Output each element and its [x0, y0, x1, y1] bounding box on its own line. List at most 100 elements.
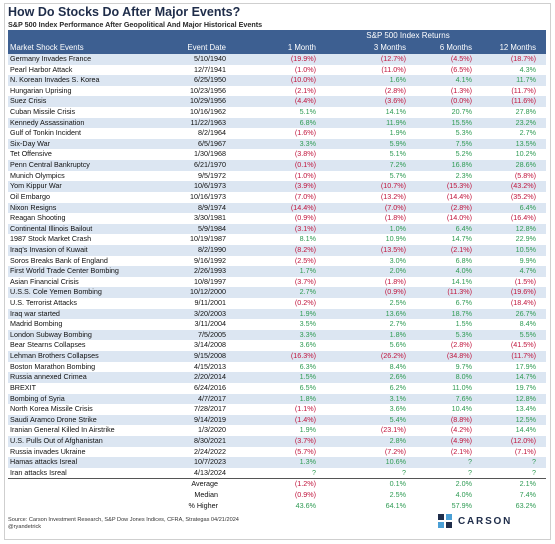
event-cell: Cuban Missile Crisis: [10, 107, 76, 117]
return-1m-cell: (1.4%): [294, 414, 316, 424]
table-row: Bear Stearns Collapses 3/14/2008 3.6% 5.6% (…: [8, 340, 546, 351]
event-cell: Tet Offensive: [10, 149, 52, 159]
date-cell: 9/14/2019: [194, 414, 226, 424]
return-1m-cell: 1.9%: [299, 308, 316, 318]
return-3m-cell: 2.8%: [389, 435, 406, 445]
date-cell: 2/26/1993: [194, 266, 226, 276]
return-3m-cell: 11.9%: [386, 117, 406, 127]
table-row: Bombing of Syria 4/7/2017 1.8% 3.1% 7.6% 12.8…: [8, 393, 546, 405]
return-1m-cell: (19.9%): [290, 54, 316, 63]
return-6m-cell: 5.3%: [455, 329, 472, 339]
event-cell: First World Trade Center Bombing: [10, 266, 119, 276]
return-1m-cell: (1.0%): [294, 170, 316, 180]
return-3m-cell: 8.4%: [389, 361, 406, 371]
return-12m-cell: 4.3%: [519, 64, 536, 74]
return-3m-cell: 3.6%: [389, 404, 406, 414]
table-row: Pearl Harbor Attack 12/7/1941 (1.0%) (11.0%…: [8, 65, 546, 76]
return-3m-cell: ?: [402, 467, 406, 477]
return-1m-cell: (16.3%): [290, 351, 316, 361]
event-cell: Bombing of Syria: [10, 393, 65, 403]
return-3m-cell: 2.5%: [389, 298, 406, 308]
summary-label: Average: [191, 479, 218, 489]
return-6m-cell: 1.5%: [455, 319, 472, 329]
table-row: Suez Crisis 10/29/1956 (4.4%) (3.6%) (0.0%) (…: [8, 96, 546, 108]
date-cell: 6/21/1970: [194, 160, 226, 170]
event-cell: Suez Crisis: [10, 96, 47, 106]
date-cell: 8/2/1990: [198, 244, 226, 254]
date-cell: 10/23/1956: [190, 85, 226, 95]
date-cell: 7/28/2017: [194, 404, 226, 414]
header-6-months: 6 Months: [439, 43, 472, 52]
return-1m-cell: (8.2%): [294, 244, 316, 254]
return-6m-cell: (1.3%): [450, 85, 472, 95]
summary-value-m6: 2.0%: [455, 479, 472, 489]
summary-value-m6: 57.9%: [451, 500, 472, 510]
date-cell: 2/24/2022: [194, 446, 226, 456]
table-row: Madrid Bombing 3/11/2004 3.5% 2.7% 1.5% 8.4%: [8, 319, 546, 330]
return-1m-cell: 6.8%: [299, 117, 316, 127]
return-12m-cell: 10.5%: [515, 244, 536, 254]
return-6m-cell: 7.6%: [455, 393, 472, 403]
date-cell: 6/24/2016: [194, 382, 226, 392]
return-1m-cell: 1.8%: [299, 393, 316, 403]
event-cell: 1987 Stock Market Crash: [10, 234, 92, 244]
return-3m-cell: (7.2%): [384, 446, 406, 456]
date-cell: 12/7/1941: [194, 64, 226, 74]
return-1m-cell: (3.1%): [294, 223, 316, 233]
return-6m-cell: 6.7%: [455, 298, 472, 308]
return-12m-cell: 22.9%: [515, 234, 536, 244]
event-cell: Iranian General Killed In Airstrike: [10, 425, 115, 435]
return-12m-cell: (5.8%): [514, 170, 536, 180]
date-cell: 10/19/1987: [190, 234, 226, 244]
header-group-row: S&P 500 Index Returns: [8, 30, 546, 42]
return-12m-cell: 4.7%: [519, 266, 536, 276]
return-12m-cell: 12.8%: [515, 393, 536, 403]
table-row: U.S. Terrorist Attacks 9/11/2001 (0.2%) 2.5…: [8, 298, 546, 309]
return-3m-cell: (26.2%): [380, 351, 406, 361]
date-cell: 4/7/2017: [198, 393, 226, 403]
return-12m-cell: (18.7%): [510, 54, 536, 63]
return-6m-cell: 4.1%: [455, 75, 472, 85]
return-6m-cell: ?: [468, 457, 472, 467]
header-group-label: S&P 500 Index Returns: [366, 31, 450, 40]
carson-logo: CARSON: [437, 513, 512, 529]
table-row: First World Trade Center Bombing 2/26/199…: [8, 266, 546, 277]
return-12m-cell: 12.5%: [515, 414, 536, 424]
event-cell: Asian Financial Crisis: [10, 276, 79, 286]
return-6m-cell: 5.2%: [455, 149, 472, 159]
return-1m-cell: (0.9%): [294, 213, 316, 223]
summary-value-m1: (1.2%): [294, 479, 316, 489]
date-cell: 5/9/1984: [198, 223, 226, 233]
return-6m-cell: 15.5%: [451, 117, 472, 127]
return-3m-cell: (1.8%): [384, 213, 406, 223]
return-6m-cell: 10.4%: [451, 404, 472, 414]
return-3m-cell: 3.0%: [389, 255, 406, 265]
date-cell: 8/30/2021: [194, 435, 226, 445]
carson-mark-icon: [438, 514, 452, 528]
source-note: Source: Carson Investment Research, S&P …: [8, 517, 239, 523]
return-3m-cell: (13.5%): [380, 244, 406, 254]
return-6m-cell: (14.0%): [446, 213, 472, 223]
return-12m-cell: (18.4%): [510, 298, 536, 308]
event-cell: Iran attacks Isreal: [10, 467, 67, 477]
return-12m-cell: 28.6%: [515, 160, 536, 170]
date-cell: 3/11/2004: [194, 319, 226, 329]
return-6m-cell: (8.8%): [450, 414, 472, 424]
return-12m-cell: 5.5%: [519, 329, 536, 339]
summary-value-m3: 64.1%: [385, 500, 406, 510]
summary-row: % Higher 43.6% 64.1% 57.9% 63.2%: [8, 501, 546, 512]
table-row: Russia invades Ukraine 2/24/2022 (5.7%) (7.…: [8, 447, 546, 458]
return-12m-cell: ?: [532, 467, 536, 477]
return-3m-cell: 1.9%: [389, 128, 406, 138]
return-6m-cell: 11.0%: [452, 382, 472, 392]
summary-value-m12: 63.2%: [515, 500, 536, 510]
date-cell: 4/13/2024: [194, 467, 226, 477]
returns-table: S&P 500 Index Returns Market Shock Event…: [8, 30, 546, 511]
return-1m-cell: (2.5%): [294, 255, 316, 265]
return-1m-cell: 3.3%: [299, 329, 316, 339]
table-row: Cuban Missile Crisis 10/16/1962 5.1% 14.1% 2…: [8, 107, 546, 118]
return-1m-cell: 3.3%: [299, 138, 316, 148]
return-3m-cell: 10.9%: [385, 234, 406, 244]
summary-value-m12: 7.4%: [519, 489, 536, 499]
return-6m-cell: 2.3%: [455, 170, 472, 180]
